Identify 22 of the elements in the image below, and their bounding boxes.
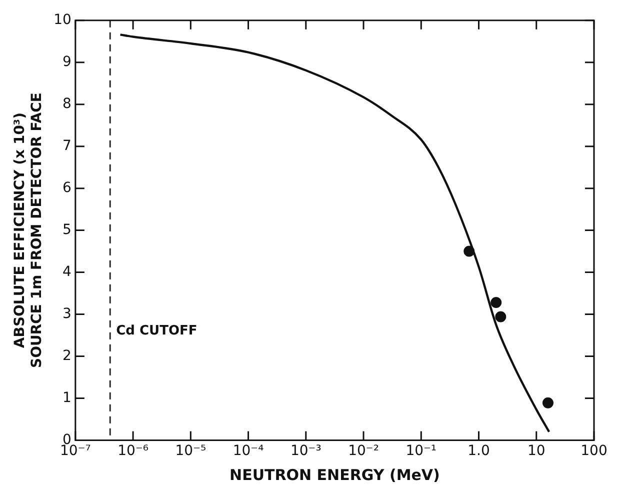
y-tick-label: 10	[54, 12, 72, 28]
x-axis-title: NEUTRON ENERGY (MeV)	[230, 466, 440, 484]
x-tick-label: 10⁻⁴	[232, 443, 264, 460]
y-tick-label: 6	[62, 180, 72, 196]
y-tick-label: 7	[62, 138, 72, 154]
x-tick-label: 10⁻³	[290, 443, 322, 460]
y-axis-title: ABSOLUTE EFFICIENCY (x 10³) SOURCE 1m FROM DETECTOR FACE	[12, 92, 45, 368]
x-tick-label: 10⁻⁵	[175, 443, 206, 460]
y-tick-label: 3	[62, 306, 72, 322]
x-tick-label: 10⁻¹	[406, 443, 437, 460]
y-tick-label: 8	[62, 96, 72, 112]
y-tick-label: 5	[62, 222, 72, 238]
ref-line-label: Cd CUTOFF	[116, 323, 198, 338]
y-tick-label: 4	[62, 264, 72, 280]
x-tick-label: 10⁻²	[348, 443, 379, 460]
x-tick-label: 1.0	[468, 443, 490, 460]
y-tick-label: 1	[62, 390, 72, 406]
y-tick-label: 9	[62, 54, 72, 70]
x-tick-label: 100	[580, 443, 608, 460]
x-tick-label: 10⁻⁶	[118, 443, 149, 460]
x-tick-label: 10	[527, 443, 546, 460]
y-tick-label: 2	[62, 348, 72, 364]
